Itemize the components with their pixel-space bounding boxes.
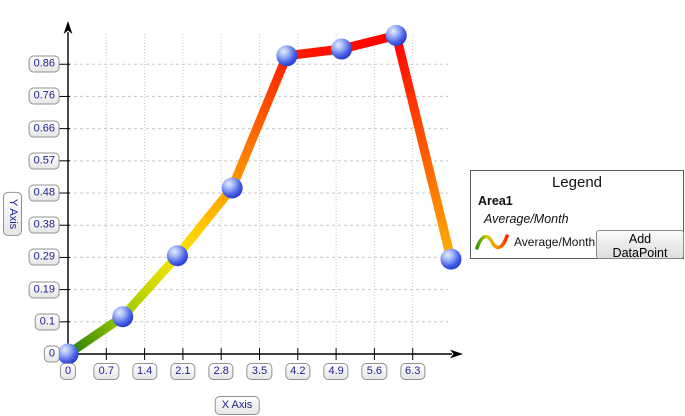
y-tick-label: 0.57	[28, 152, 60, 170]
line-segment	[227, 51, 292, 193]
legend-title: Legend	[551, 174, 603, 191]
y-tick-label: 0.48	[28, 184, 60, 202]
data-point[interactable]	[331, 38, 353, 60]
x-tick-label: 6.3	[400, 363, 426, 380]
series-wave-icon	[475, 234, 509, 250]
x-tick-label: 5.6	[361, 363, 388, 380]
x-tick-label: 4.9	[323, 363, 349, 380]
y-axis-arrow	[63, 21, 73, 34]
legend-series-sublabel: Average/Month	[484, 212, 569, 226]
x-axis-arrow	[450, 349, 463, 359]
x-tick-label: 0	[59, 363, 77, 380]
data-points	[57, 24, 462, 365]
data-point[interactable]	[112, 306, 134, 328]
data-point[interactable]	[166, 245, 188, 267]
y-tick-label: 0.86	[28, 55, 60, 73]
line-segment	[391, 30, 456, 264]
y-tick-label: 0.29	[28, 248, 60, 266]
line-segment	[172, 183, 237, 261]
data-point[interactable]	[221, 177, 243, 199]
x-tick-label: 2.8	[208, 363, 234, 380]
x-tick-label: 0.7	[93, 363, 119, 380]
y-tick-label: 0	[43, 345, 60, 363]
gridlines	[68, 34, 448, 354]
x-tick-label: 4.2	[285, 363, 311, 380]
add-datapoint-button[interactable]: Add DataPoint	[596, 230, 684, 260]
y-tick-label: 0.38	[28, 216, 60, 234]
data-point[interactable]	[385, 24, 407, 46]
x-tick-label: 1.4	[131, 363, 158, 380]
data-line	[63, 30, 456, 359]
data-point[interactable]	[276, 45, 298, 67]
legend-series-item: Average/Month	[475, 231, 595, 253]
data-point[interactable]	[57, 343, 79, 365]
axes	[63, 21, 463, 360]
x-tick-label: 2.1	[170, 363, 196, 380]
line-segment	[63, 312, 128, 359]
legend-panel: Legend Area1 Average/Month Average/Month…	[470, 170, 684, 260]
y-tick-label: 0.1	[34, 313, 60, 331]
y-tick-label: 0.66	[28, 120, 60, 138]
y-tick-label: 0.76	[28, 87, 60, 105]
axis-ticks	[59, 63, 414, 360]
x-tick-label: 3.5	[246, 363, 273, 380]
legend-item-label: Average/Month	[514, 235, 596, 249]
x-axis-title: X Axis	[214, 396, 260, 415]
line-segment	[118, 251, 182, 322]
y-axis-title: Y Axis	[3, 191, 22, 237]
legend-area-label: Area1	[478, 194, 513, 208]
data-point[interactable]	[440, 248, 462, 270]
y-tick-label: 0.19	[28, 281, 60, 299]
